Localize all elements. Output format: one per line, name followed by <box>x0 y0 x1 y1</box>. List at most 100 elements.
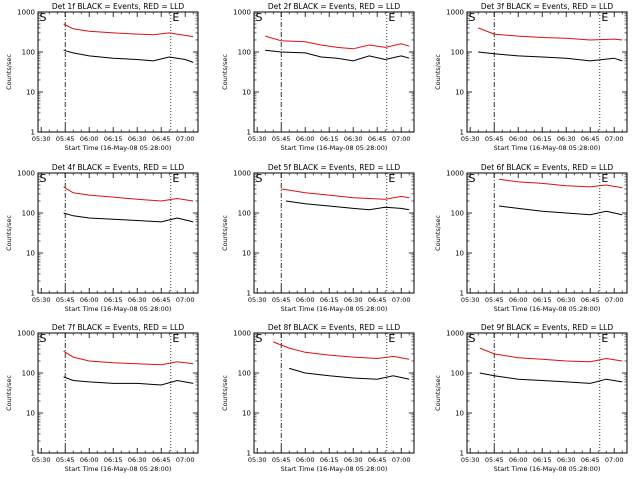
series-black-line <box>479 372 623 384</box>
x-tick-label: 06:30 <box>557 296 576 304</box>
marker-label-e: E <box>172 11 179 24</box>
x-tick-label: 05:45 <box>272 296 291 304</box>
x-tick-label: 07:00 <box>392 296 411 304</box>
marker-label-s: S <box>469 172 476 185</box>
x-tick-label: 05:45 <box>485 135 504 143</box>
marker-label-e: E <box>601 332 608 345</box>
y-tick-label: 100 <box>22 49 35 57</box>
marker-label-s: S <box>40 172 47 185</box>
series-black-line <box>63 212 194 223</box>
plot-frame <box>253 172 415 294</box>
series-red-line <box>265 35 410 50</box>
series-red-line <box>63 23 194 38</box>
series-red-line <box>273 341 410 360</box>
y-tick-label: 1000 <box>446 170 464 178</box>
y-tick-label: 10 <box>455 250 464 258</box>
series-red-line <box>63 186 194 202</box>
y-tick-label: 1 <box>31 290 35 298</box>
x-axis-label: Start Time (16-May-08 05:28:00) <box>65 144 172 152</box>
x-tick-label: 05:30 <box>32 135 51 143</box>
y-tick-label: 1000 <box>17 330 35 338</box>
panel-title: Det 9f BLACK = Events, RED = LLD <box>481 323 614 332</box>
marker-label-e: E <box>601 172 608 185</box>
plot-frame <box>37 11 199 133</box>
y-tick-label: 1 <box>460 129 464 137</box>
x-tick-label: 06:15 <box>104 296 123 304</box>
x-tick-label: 06:45 <box>581 135 600 143</box>
series-black-line <box>498 205 623 216</box>
x-tick-label: 06:15 <box>104 135 123 143</box>
x-tick-label: 06:00 <box>296 296 315 304</box>
series-black-line <box>63 376 194 386</box>
y-tick-label: 1 <box>31 450 35 458</box>
series-black-line <box>285 200 410 211</box>
x-tick-label: 06:30 <box>344 135 363 143</box>
marker-label-s: S <box>40 332 47 345</box>
series-black-line <box>478 51 623 62</box>
x-axis-label: Start Time (16-May-08 05:28:00) <box>494 144 601 152</box>
marker-label-e: E <box>388 332 395 345</box>
y-tick-label: 1 <box>460 290 464 298</box>
x-tick-label: 05:30 <box>461 296 480 304</box>
x-tick-label: 07:00 <box>605 296 624 304</box>
x-tick-label: 05:30 <box>461 135 480 143</box>
x-tick-label: 05:30 <box>248 135 267 143</box>
x-tick-label: 05:30 <box>32 296 51 304</box>
plot-frame <box>253 11 415 133</box>
x-tick-label: 05:45 <box>485 456 504 464</box>
x-tick-label: 06:15 <box>320 296 339 304</box>
x-tick-label: 06:15 <box>320 456 339 464</box>
detector-panel-7: Det 7f BLACK = Events, RED = LLD 1 10 100 10… <box>5 323 199 473</box>
x-tick-label: 06:45 <box>368 296 387 304</box>
panel-title: Det 7f BLACK = Events, RED = LLD <box>52 323 185 332</box>
series-red-line <box>63 350 194 366</box>
x-tick-label: 06:30 <box>128 456 147 464</box>
x-tick-label: 07:00 <box>176 456 195 464</box>
marker-label-s: S <box>256 11 263 24</box>
detector-panel-2: Det 2f BLACK = Events, RED = LLD 1 10 100 10… <box>221 2 415 152</box>
y-tick-label: 100 <box>451 210 464 218</box>
y-tick-label: 100 <box>238 370 251 378</box>
y-tick-label: 1000 <box>233 9 251 17</box>
series-black-line <box>265 49 410 62</box>
x-tick-label: 06:45 <box>152 135 171 143</box>
y-axis-label: Counts/sec <box>221 215 229 251</box>
x-tick-label: 05:30 <box>461 456 480 464</box>
x-tick-label: 06:00 <box>509 456 528 464</box>
y-tick-label: 100 <box>451 370 464 378</box>
y-tick-label: 10 <box>242 250 251 258</box>
plot-frame <box>37 172 199 294</box>
x-tick-label: 06:30 <box>557 456 576 464</box>
x-axis-label: Start Time (16-May-08 05:28:00) <box>281 144 388 152</box>
x-tick-label: 07:00 <box>605 135 624 143</box>
y-tick-label: 10 <box>26 410 35 418</box>
detector-panel-9: Det 9f BLACK = Events, RED = LLD 1 10 100 10… <box>434 323 628 473</box>
plot-frame <box>466 11 628 133</box>
x-tick-label: 06:45 <box>152 456 171 464</box>
y-tick-label: 1 <box>247 129 251 137</box>
marker-label-e: E <box>172 332 179 345</box>
panel-title: Det 6f BLACK = Events, RED = LLD <box>481 163 614 172</box>
y-tick-label: 1000 <box>446 9 464 17</box>
y-tick-label: 10 <box>455 410 464 418</box>
x-tick-label: 05:45 <box>272 456 291 464</box>
panel-title: Det 3f BLACK = Events, RED = LLD <box>481 2 614 11</box>
x-tick-label: 06:00 <box>296 456 315 464</box>
x-tick-label: 06:15 <box>533 135 552 143</box>
x-tick-label: 06:00 <box>509 296 528 304</box>
y-tick-label: 100 <box>22 210 35 218</box>
x-tick-label: 06:45 <box>368 456 387 464</box>
x-tick-label: 06:00 <box>296 135 315 143</box>
panel-title: Det 2f BLACK = Events, RED = LLD <box>268 2 401 11</box>
x-axis-label: Start Time (16-May-08 05:28:00) <box>281 305 388 313</box>
y-tick-label: 1000 <box>17 9 35 17</box>
detector-panel-4: Det 4f BLACK = Events, RED = LLD 1 10 100 10… <box>5 163 199 313</box>
y-axis-label: Counts/sec <box>5 54 13 90</box>
y-tick-label: 10 <box>26 89 35 97</box>
detector-panel-5: Det 5f BLACK = Events, RED = LLD 1 10 100 10… <box>221 163 415 313</box>
x-tick-label: 06:30 <box>344 296 363 304</box>
x-tick-label: 07:00 <box>176 135 195 143</box>
y-tick-label: 1 <box>247 450 251 458</box>
x-axis-label: Start Time (16-May-08 05:28:00) <box>281 465 388 473</box>
